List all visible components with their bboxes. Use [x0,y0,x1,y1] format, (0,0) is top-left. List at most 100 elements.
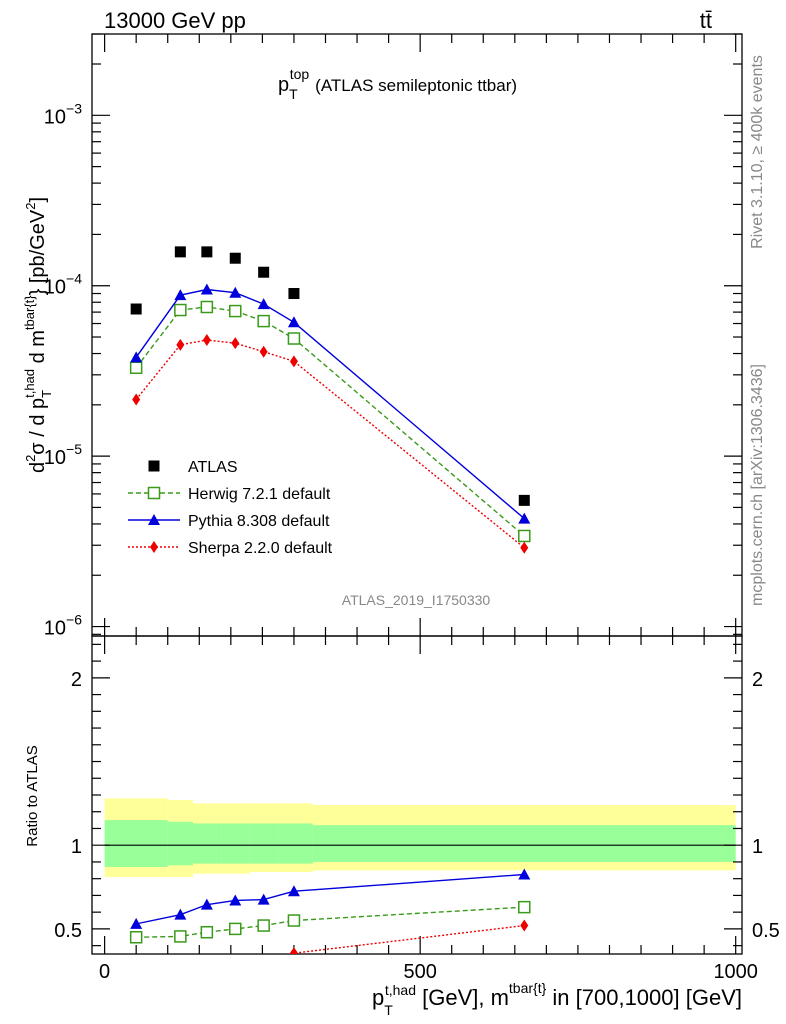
main-y-tick-label: 10−3 [44,100,82,128]
ratio-y-tick-label-right: 2 [752,669,763,691]
ratio-series [129,868,531,968]
data-point-triangle [200,283,213,295]
ratio-point-diamond [520,919,529,932]
ratio-y-ticks [92,643,742,947]
data-point-square [130,303,142,315]
plot-title: pTtop (ATLAS semileptonic ttbar) [278,66,517,102]
ratio-point-triangle [229,894,242,906]
data-point-diamond [132,393,141,406]
data-point-triangle [287,316,300,328]
main-y-tick-label: 10−6 [44,612,82,640]
mcplots-source-label: mcplots.cern.ch [arXiv:1306.3436] [749,364,766,606]
data-point-open-square [229,304,242,318]
ratio-line-diamond [287,924,525,954]
ratio-band-segment [249,823,279,864]
ratio-y-tick-label: 2 [71,669,82,691]
ratio-point-diamond [176,956,184,968]
data-point-square [229,252,241,264]
ratio-panel: 0.5 0.5 1 1 2 2 [54,635,780,968]
plot-title-rest: (ATLAS semileptonic ttbar) [315,76,517,95]
x-tick-labels: 0 500 1000 [99,961,758,983]
x-axis-title: pTt,had [GeV], mtbar{t} in [700,1000] [G… [372,980,742,1018]
ratio-y-tick-label-right: 0.5 [752,920,780,942]
data-point-open-square [287,332,301,345]
ratio-point-diamond [260,955,268,967]
ratio-band-segment [278,823,313,864]
x-tick-label: 0 [99,961,110,983]
ratio-point-diamond [203,956,211,968]
ratio-band-segment [167,821,193,866]
data-point-open-square [129,361,143,375]
ratio-point-triangle [257,893,270,905]
ratio-point-open-square [174,930,187,943]
data-point-diamond [176,338,185,351]
y-axis-title: d2σ / d pTt,had d mtbar{t}} [pb/GeV2] [22,197,54,473]
legend-marker-square [148,460,160,472]
ratio-band-segment [312,825,736,862]
main-y-tick-label: 10−4 [44,271,82,299]
data-point-diamond [289,355,298,368]
data-point-square [258,266,270,278]
analysis-id-label: ATLAS_2019_I1750330 [342,592,491,608]
legend-label: Pythia 8.308 default [188,513,330,530]
legend-label: ATLAS [188,459,238,476]
data-point-triangle [229,286,242,298]
data-point-diamond [520,541,529,554]
ratio-point-open-square [257,919,270,932]
ratio-point-diamond [289,947,298,954]
ratio-point-open-square [129,931,143,944]
data-point-square [174,246,186,258]
ratio-y-tick-labels: 0.5 0.5 1 1 2 2 [54,669,780,942]
ratio-point-open-square [200,925,214,939]
ratio-x-ticks [104,636,737,954]
data-point-open-square [200,300,214,314]
data-point-triangle [257,298,270,310]
ratio-y-tick-label-right: 1 [752,836,763,858]
ratio-point-diamond [231,956,239,968]
data-point-open-square [174,303,187,317]
legend-marker-open-square [147,486,161,500]
rivet-version-label: Rivet 3.1.10, ≥ 400k events [749,55,766,249]
ratio-point-open-square [229,922,242,936]
ratio-y-axis-title: Ratio to ATLAS [24,745,41,846]
data-point-square [201,246,213,258]
main-panel: 10−6 10−5 10−4 10−3 pTtop (ATLAS semileptoni… [44,33,743,640]
ratio-band-segment [104,820,168,867]
data-point-open-square [257,314,270,328]
ratio-point-triangle [518,868,531,880]
data-point-diamond [202,334,211,347]
ratio-y-tick-label: 1 [71,836,82,858]
main-y-tick-label: 10−5 [44,441,82,469]
energy-label: 13000 GeV pp [104,8,246,33]
ratio-point-open-square [518,900,531,914]
data-point-triangle [130,351,143,363]
data-point-diamond [259,345,268,358]
data-point-open-square [518,529,531,543]
main-series [129,246,531,554]
x-tick-label: 500 [403,961,436,983]
legend-marker-triangle [148,514,160,525]
ratio-band-segment [192,823,222,864]
legend: ATLAS Herwig 7.2.1 default Pythia 8.308 de… [128,459,333,557]
process-label: tt̄ [700,8,712,33]
data-point-triangle [518,512,531,524]
ratio-point-diamond [132,956,140,968]
ratio-point-triangle [174,908,187,920]
ratio-point-triangle [130,917,143,929]
ratio-point-open-square [287,914,301,927]
ratio-uncertainty-bands [104,798,736,878]
ratio-point-triangle [287,885,300,897]
main-y-ticks [92,33,742,635]
ratio-band-segment [221,823,250,864]
plot-title-sub: T [289,86,298,102]
data-point-triangle [174,289,187,301]
series-line-triangle [135,288,525,520]
legend-label: Herwig 7.2.1 default [188,486,331,503]
plot-title-p: p [278,74,289,96]
x-tick-label: 1000 [713,961,758,983]
ratio-line-triangle [136,873,525,925]
ratio-point-triangle [200,898,213,910]
main-y-tick-labels: 10−6 10−5 10−4 10−3 [44,100,82,639]
ratio-frame [91,635,743,955]
